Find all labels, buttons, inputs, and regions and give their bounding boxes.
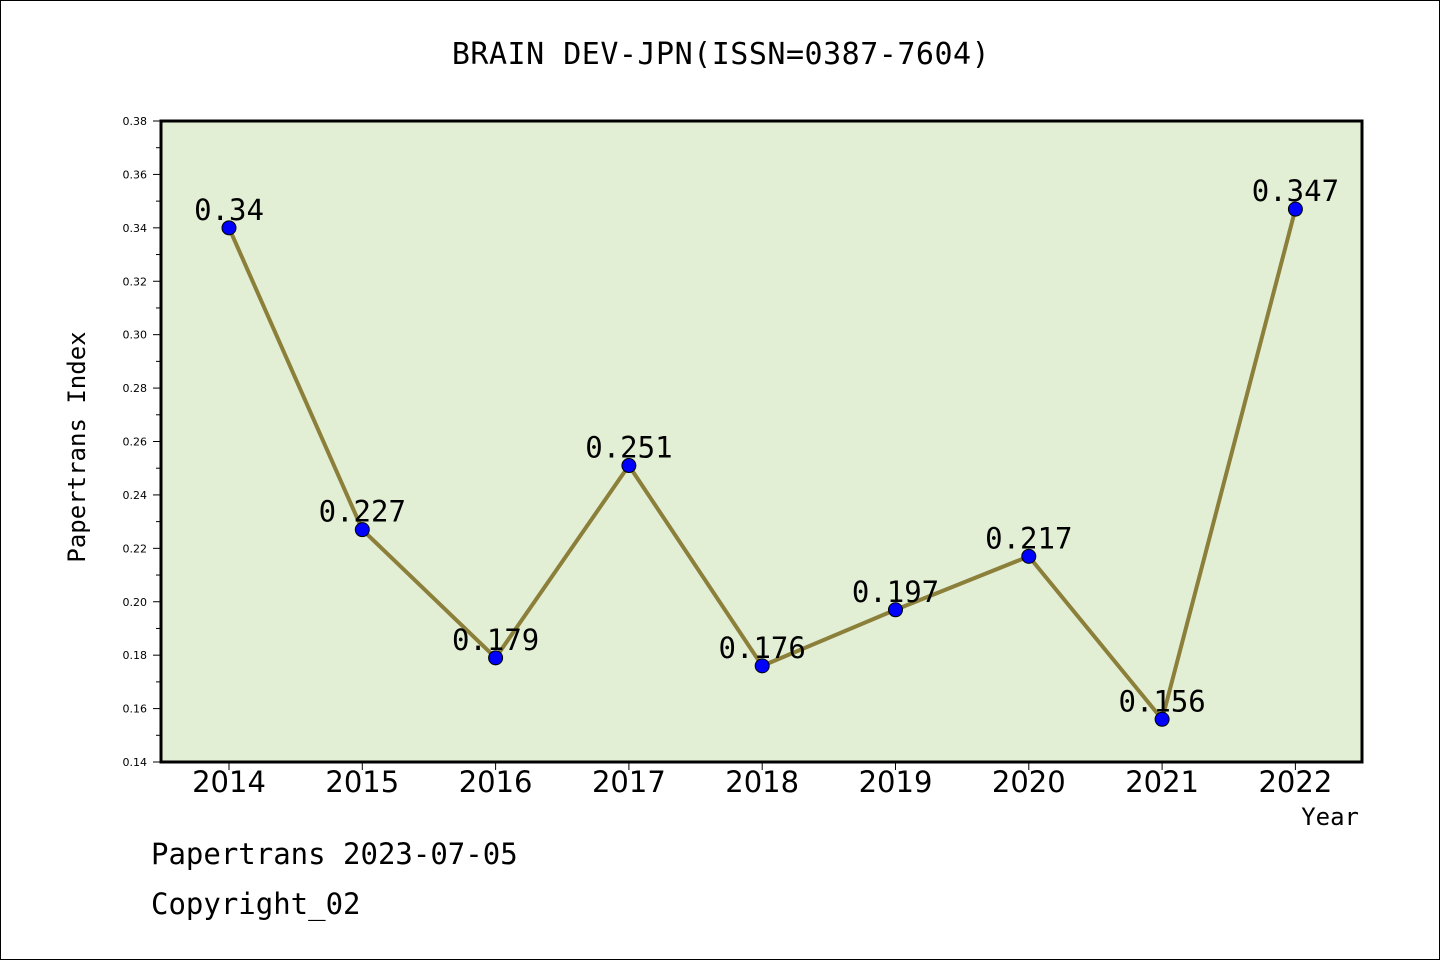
data-label: 0.156 <box>1118 684 1205 718</box>
chart-title: BRAIN DEV-JPN(ISSN=0387-7604) <box>451 37 991 72</box>
data-label: 0.251 <box>585 431 672 465</box>
y-tick-label: 0.22 <box>123 542 148 555</box>
x-tick-label: 2022 <box>1258 765 1332 799</box>
x-axis-label: Year <box>1301 803 1359 831</box>
x-tick-label: 2019 <box>859 765 933 799</box>
y-tick-label: 0.32 <box>123 275 148 288</box>
y-tick-label: 0.36 <box>123 168 148 181</box>
y-axis-label: Papertrans Index <box>63 331 91 563</box>
y-tick-label: 0.16 <box>123 703 148 716</box>
x-tick-label: 2015 <box>325 765 399 799</box>
y-tick-label: 0.18 <box>123 649 148 662</box>
data-label: 0.347 <box>1252 174 1339 208</box>
x-tick-label: 2016 <box>459 765 533 799</box>
data-label: 0.34 <box>194 193 264 227</box>
x-tick-label: 2021 <box>1125 765 1199 799</box>
x-tick-label: 2014 <box>192 765 266 799</box>
data-label: 0.227 <box>319 495 406 529</box>
data-point <box>621 458 637 474</box>
plot-area <box>161 121 1362 762</box>
data-point <box>1287 201 1303 217</box>
x-tick-label: 2020 <box>992 765 1066 799</box>
y-tick-label: 0.38 <box>123 115 148 128</box>
y-tick-label: 0.34 <box>123 222 148 235</box>
data-label: 0.179 <box>452 623 539 657</box>
y-tick-label: 0.26 <box>123 436 148 449</box>
data-point <box>488 650 504 666</box>
data-label: 0.217 <box>985 521 1072 555</box>
y-tick-label: 0.20 <box>123 596 148 609</box>
data-point <box>221 220 237 236</box>
x-tick-label: 2018 <box>725 765 799 799</box>
data-label: 0.176 <box>719 631 806 665</box>
y-tick-label: 0.14 <box>123 756 148 769</box>
footer-copyright: Copyright_02 <box>151 887 361 921</box>
data-point <box>754 658 770 674</box>
footer-date: Papertrans 2023-07-05 <box>151 837 518 871</box>
y-tick-label: 0.28 <box>123 382 148 395</box>
data-point <box>354 522 370 538</box>
data-point <box>888 602 903 618</box>
x-tick-label: 2017 <box>592 765 666 799</box>
data-point <box>1154 711 1170 727</box>
data-point <box>1021 548 1037 564</box>
data-label: 0.197 <box>852 575 939 609</box>
plot-frame <box>159 119 1364 764</box>
y-tick-label: 0.24 <box>123 489 148 502</box>
y-tick-label: 0.30 <box>123 329 148 342</box>
